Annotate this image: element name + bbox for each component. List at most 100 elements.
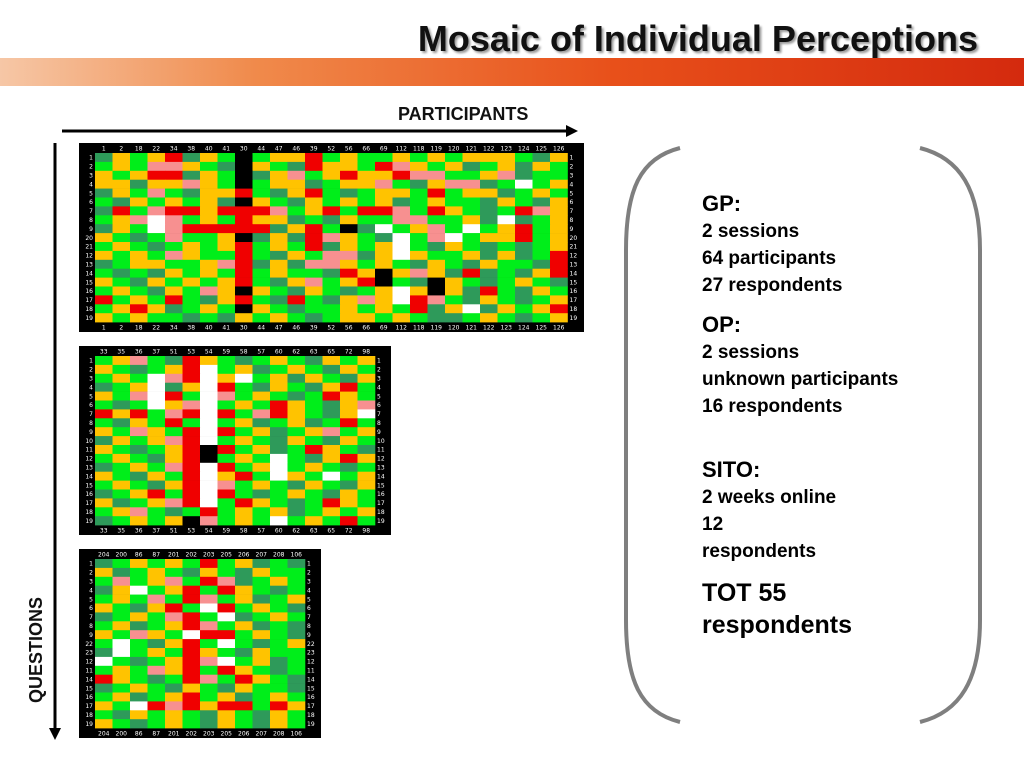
heatmap-cell [340,206,358,216]
total-respondents: respondents [702,611,853,639]
heatmap-cell [182,153,201,163]
heatmap-cell [497,277,516,287]
heatmap-cell [217,559,236,569]
heatmap-cell [182,295,201,305]
column-label-top: 22 [152,146,160,153]
heatmap-cell [340,224,358,234]
column-label-top: 18 [135,146,143,153]
heatmap-cell [427,179,446,189]
heatmap-cell [235,462,253,472]
heatmap-cell [112,710,131,720]
column-label-top: 106 [291,552,303,559]
mosaic-gp-grid: 1122181822223434383840404141303044444747… [85,146,577,332]
heatmap-cell [532,268,551,278]
heatmap-cell [217,418,236,428]
heatmap-cell [200,612,218,622]
row-label-right: 15 [377,482,385,489]
column-label-top: 207 [256,552,268,559]
heatmap-cell [480,188,498,198]
heatmap-cell [130,242,148,252]
heatmap-cell [357,153,376,163]
heatmap-cell [182,206,201,216]
heatmap-cell [147,576,166,586]
heatmap-cell [497,179,516,189]
heatmap-cell [550,277,568,287]
heatmap-cell [165,462,183,472]
row-label-right: 2 [377,367,381,374]
column-label-top: 203 [203,552,215,559]
heatmap-cell [270,639,288,649]
heatmap-cell [130,480,148,490]
heatmap-cell [182,382,201,392]
heatmap-cell [305,391,323,401]
heatmap-cell [287,197,306,207]
heatmap-cell [322,250,341,261]
heatmap-cell [130,603,148,613]
heatmap-cell [287,170,306,180]
heatmap-cell [375,179,393,189]
heatmap-cell [235,233,253,243]
heatmap-cell [217,692,236,702]
heatmap-cell [147,436,166,446]
heatmap-cell [357,313,376,323]
heatmap-cell [532,313,551,323]
heatmap-cell [357,224,376,234]
heatmap-cell [112,179,131,189]
heatmap-cell [182,268,201,278]
heatmap-cell [497,295,516,305]
heatmap-cell [270,665,288,675]
heatmap-cell [235,268,253,278]
heatmap-cell [497,197,516,207]
row-label-right: 1 [377,358,381,365]
gp-participants: 64 participants [702,248,837,269]
row-label-left: 2 [89,570,93,577]
heatmap-cell [287,286,306,296]
heatmap-cell [252,612,271,622]
row-label-left: 12 [85,456,93,463]
heatmap-cell [112,489,131,499]
row-label-left: 2 [89,164,93,171]
heatmap-cell [182,719,201,729]
heatmap-cell [130,683,148,693]
heatmap-cell [515,250,533,261]
row-label-left: 16 [85,694,93,701]
row-label-left: 19 [85,518,93,525]
heatmap-cell [235,559,253,569]
heatmap-cell [445,170,463,180]
heatmap-cell [182,453,201,464]
heatmap-cell [95,453,113,464]
heatmap-cell [130,427,148,437]
heatmap-cell [217,400,236,410]
column-label-bottom: 44 [257,325,265,332]
heatmap-cell [287,161,306,172]
heatmap-cell [182,648,201,658]
heatmap-cell [340,268,358,278]
row-label-right: 7 [377,411,381,418]
heatmap-cell [130,594,148,604]
heatmap-cell [270,648,288,658]
heatmap-cell [252,630,271,640]
heatmap-cell [147,215,166,225]
heatmap-cell [375,277,393,287]
heatmap-cell [462,170,481,180]
heatmap-cell [270,612,288,622]
heatmap-cell [95,250,113,261]
heatmap-cell [112,382,131,392]
column-label-top: 57 [257,349,265,356]
heatmap-cell [252,489,271,499]
heatmap-cell [462,242,481,252]
heatmap-cell [182,630,201,640]
heatmap-cell [515,170,533,180]
heatmap-cell [410,170,428,180]
heatmap-cell [235,373,253,383]
heatmap-cell [287,400,306,410]
heatmap-cell [165,665,183,675]
heatmap-cell [182,215,201,225]
heatmap-cell [130,656,148,667]
row-label-left: 6 [89,605,93,612]
heatmap-cell [287,471,306,481]
heatmap-cell [392,179,411,189]
row-label-right: 2 [307,570,311,577]
heatmap-cell [165,471,183,481]
heatmap-cell [357,436,376,446]
